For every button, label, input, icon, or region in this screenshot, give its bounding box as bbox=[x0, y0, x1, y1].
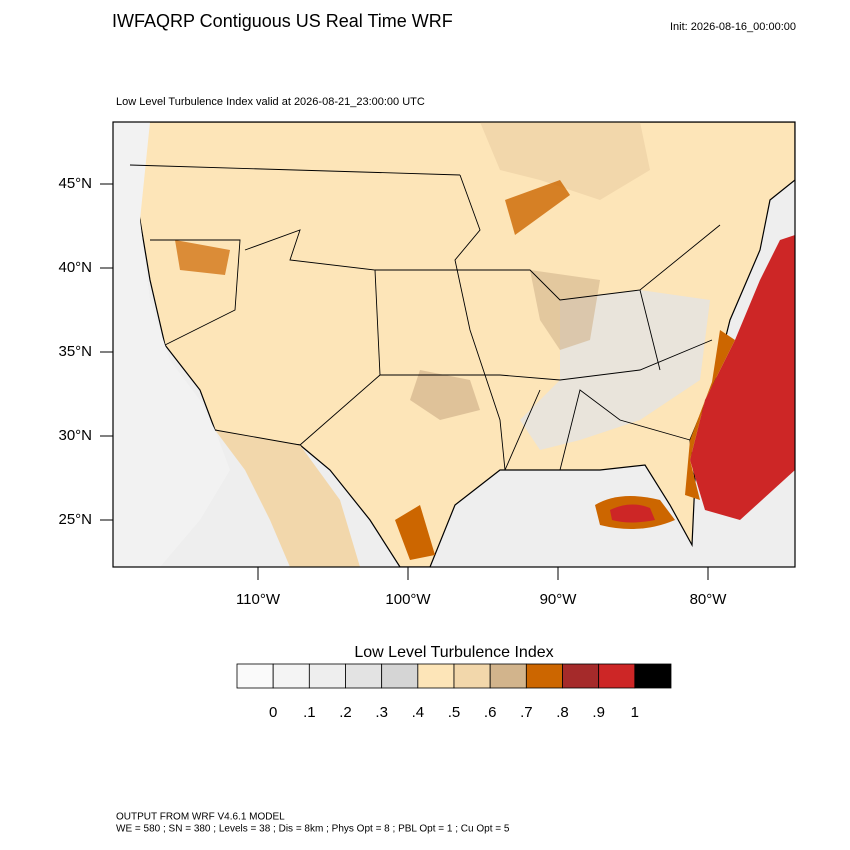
colorbar-label: .7 bbox=[520, 704, 533, 721]
colorbar-label: .1 bbox=[303, 704, 316, 721]
state-lines bbox=[129, 164, 721, 471]
lon-label: 100°W bbox=[385, 591, 431, 608]
colorbar-box bbox=[453, 663, 491, 689]
colorbar-title: Low Level Turbulence Index bbox=[354, 644, 553, 661]
lon-label: 90°W bbox=[540, 591, 578, 608]
colorbar-label: .3 bbox=[375, 704, 388, 721]
footer-line: OUTPUT FROM WRF V4.6.1 MODEL bbox=[116, 812, 285, 823]
colorbar-box bbox=[308, 663, 346, 689]
colorbar-box bbox=[381, 663, 419, 689]
mexico-region bbox=[215, 430, 360, 567]
land bbox=[113, 122, 795, 567]
footer-line: WE = 580 ; SN = 380 ; Levels = 38 ; Dis … bbox=[116, 824, 510, 835]
title: IWFAQRP Contiguous US Real Time WRF bbox=[112, 11, 453, 31]
map-frame bbox=[112, 121, 796, 568]
colorbar-label: .6 bbox=[484, 704, 497, 721]
init-time: Init: 2026-08-16_00:00:00 bbox=[670, 21, 796, 33]
plains-tan bbox=[410, 370, 480, 420]
colorbar-label: .2 bbox=[339, 704, 352, 721]
colorbar-box bbox=[417, 663, 455, 689]
midwest-tan bbox=[530, 270, 600, 350]
lat-label: 25°N bbox=[58, 511, 92, 528]
gulf-red bbox=[610, 504, 655, 523]
colorbar-box bbox=[634, 663, 672, 689]
colorbar-box bbox=[345, 663, 383, 689]
colorbar-label: .9 bbox=[592, 704, 605, 721]
map bbox=[113, 122, 795, 567]
lat-label: 30°N bbox=[58, 427, 92, 444]
lat-label: 45°N bbox=[58, 175, 92, 192]
colorbar-box bbox=[489, 663, 527, 689]
colorbar-box bbox=[525, 663, 563, 689]
colorbar-label: .4 bbox=[412, 704, 425, 721]
colorbar-label: 1 bbox=[631, 704, 639, 721]
colorbar-box bbox=[598, 663, 636, 689]
nevada-orange bbox=[175, 240, 230, 275]
texas-orange bbox=[395, 505, 435, 560]
colorbar-label: 0 bbox=[269, 704, 277, 721]
pacific bbox=[113, 122, 230, 567]
lat-label: 35°N bbox=[58, 343, 92, 360]
map-subtitle: Low Level Turbulence Index valid at 2026… bbox=[116, 96, 425, 108]
atlantic-high bbox=[690, 235, 795, 520]
colorbar-label: .5 bbox=[448, 704, 461, 721]
lon-label: 110°W bbox=[236, 591, 281, 608]
colorbar-box bbox=[236, 663, 274, 689]
lon-label: 80°W bbox=[690, 591, 728, 608]
colorbar-box bbox=[272, 663, 310, 689]
lakes-orange bbox=[505, 180, 570, 235]
canada-tan bbox=[480, 122, 650, 200]
lat-label: 40°N bbox=[58, 259, 92, 276]
coast-orange bbox=[685, 330, 735, 500]
colorbar-box bbox=[562, 663, 600, 689]
colorbar-label: .8 bbox=[556, 704, 569, 721]
